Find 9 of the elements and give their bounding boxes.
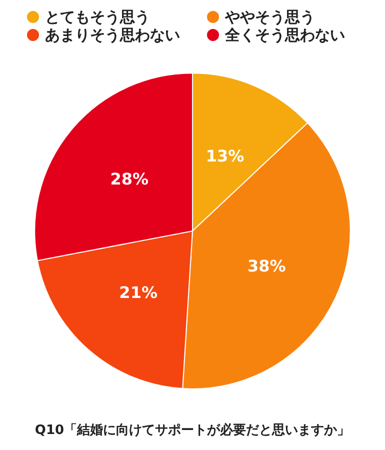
legend-label: あまりそう思わない bbox=[45, 26, 180, 44]
data-label: 38% bbox=[247, 256, 286, 276]
data-label: 28% bbox=[110, 169, 149, 188]
text: Q10「結婚に向けてサポートが必要だと思いますか」 bbox=[34, 422, 350, 438]
data-label: 13% bbox=[206, 146, 244, 166]
legend-label: ややそう思う bbox=[224, 8, 315, 26]
legend-label: 全くそう思わない bbox=[224, 26, 345, 44]
legend-label: とてもそう思う bbox=[45, 8, 150, 26]
data-label: 21% bbox=[119, 282, 158, 302]
